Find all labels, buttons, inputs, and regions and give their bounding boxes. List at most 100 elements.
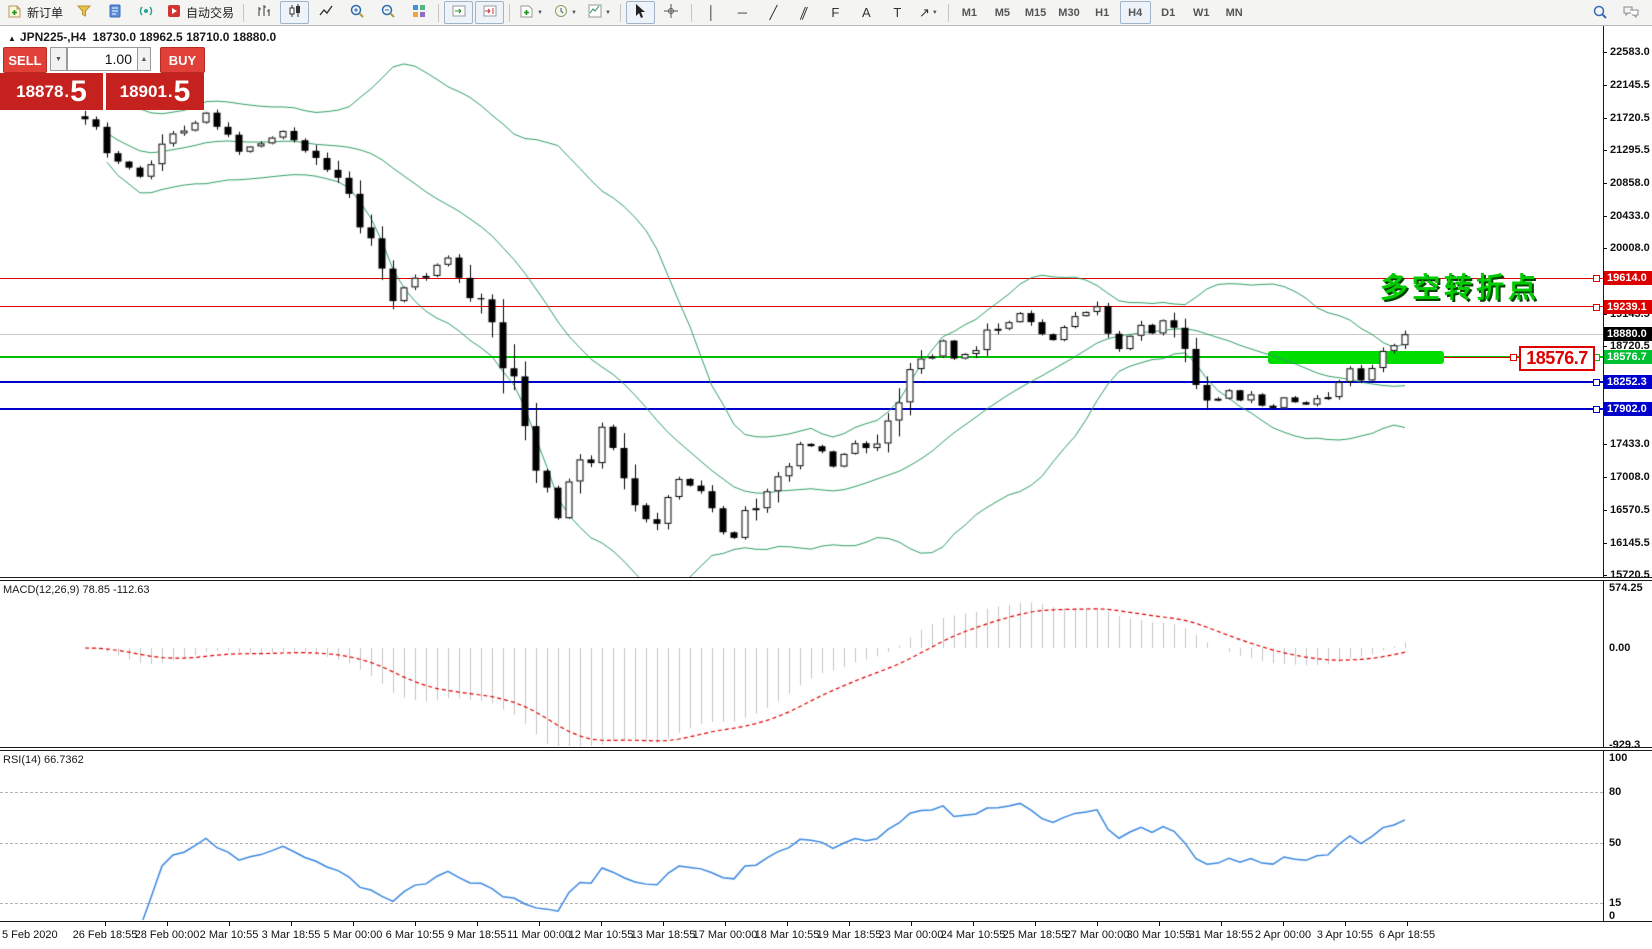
time-tick-label: 26 Feb 18:55 xyxy=(72,929,138,941)
periods-button[interactable]: ▼ xyxy=(549,1,581,24)
time-tick-mark xyxy=(415,922,416,926)
price-tick-label: 22583.0 xyxy=(1610,46,1650,58)
new-order-button[interactable]: 新订单 xyxy=(3,1,67,24)
text-label-button[interactable]: T xyxy=(883,1,912,24)
time-tick-mark xyxy=(601,922,602,926)
zoom-in-button[interactable] xyxy=(342,1,371,24)
time-tick-mark xyxy=(1407,922,1408,926)
volume-increase-button[interactable]: ▲ xyxy=(137,47,151,71)
time-tick-mark xyxy=(849,922,850,926)
sell-label: SELL xyxy=(8,52,42,68)
tile-windows-button[interactable] xyxy=(404,1,433,24)
trendline-icon: ╱ xyxy=(769,5,778,20)
auto-trading-button[interactable]: 自动交易 xyxy=(162,1,238,24)
hline-marker-resistance-19239[interactable] xyxy=(1593,304,1600,311)
price-tick-mark xyxy=(1603,477,1607,478)
funnel-button[interactable] xyxy=(69,1,98,24)
line-chart-button[interactable] xyxy=(311,1,340,24)
auto-scroll-button[interactable] xyxy=(444,1,474,24)
buy-price-panel[interactable]: 18901. 5 xyxy=(106,73,204,110)
sell-price-panel[interactable]: 18878. 5 xyxy=(0,73,103,110)
price-tick-mark xyxy=(1603,510,1607,511)
trendline-button[interactable]: ╱ xyxy=(759,1,788,24)
horizontal-line-button[interactable]: ─ xyxy=(728,1,757,24)
text-label-icon: T xyxy=(893,5,902,20)
hline-marker-support-17902[interactable] xyxy=(1593,406,1600,413)
toolbar: 新订单 自动交易 ▼ ▼ ▼ │ ─ ╱ ∥ F A T ↗ ▼ xyxy=(0,0,1652,26)
pane-separator-macd[interactable] xyxy=(0,577,1652,581)
horizontal-line-icon: ─ xyxy=(737,5,747,20)
price-tick-mark xyxy=(1603,346,1607,347)
auto-trading-icon xyxy=(166,3,182,22)
clock-icon xyxy=(553,3,569,22)
dropdown-caret-icon[interactable]: ▼ xyxy=(604,9,611,16)
timeframe-button-m5[interactable]: M5 xyxy=(994,6,1011,19)
candlestick-chart-button[interactable] xyxy=(280,1,310,24)
arrows-icon: ↗ xyxy=(918,5,930,20)
toolbar-separator xyxy=(243,3,245,22)
price-tick-mark xyxy=(1603,216,1607,217)
timeframe-button-m15[interactable]: M15 xyxy=(1024,6,1047,19)
templates-button[interactable]: ▼ xyxy=(583,1,615,24)
callout-marker[interactable] xyxy=(1510,354,1517,361)
timeframe-button-h1[interactable]: H1 xyxy=(1095,6,1110,19)
price-badge-18880.0: 18880.0 xyxy=(1604,327,1652,341)
sell-button[interactable]: SELL xyxy=(3,47,47,73)
spinner-up-icon: ▲ xyxy=(140,55,148,63)
time-tick-label: 17 Mar 00:00 xyxy=(692,929,758,941)
time-tick-label: 6 Apr 18:55 xyxy=(1378,929,1436,941)
price-tick-mark xyxy=(1603,575,1607,576)
zoom-out-button[interactable] xyxy=(373,1,402,24)
timeframe-button-mn[interactable]: MN xyxy=(1225,6,1243,19)
time-tick-label: 2 Mar 10:55 xyxy=(199,929,259,941)
report-button[interactable] xyxy=(100,1,129,24)
timeframe-button-w1[interactable]: W1 xyxy=(1192,6,1210,19)
bar-chart-button[interactable] xyxy=(249,1,278,24)
price-tick-mark xyxy=(1603,150,1607,151)
timeframe-button-m1[interactable]: M1 xyxy=(961,6,978,19)
price-tick-label: 16570.5 xyxy=(1610,504,1650,516)
new-order-label: 新订单 xyxy=(27,6,64,20)
dropdown-caret-icon[interactable]: ▼ xyxy=(537,9,543,16)
cursor-button[interactable] xyxy=(625,1,655,24)
chat-button[interactable] xyxy=(1616,2,1645,25)
text-button[interactable]: A xyxy=(852,1,881,24)
price-tick-mark xyxy=(1603,85,1607,86)
new-order-icon xyxy=(7,3,23,22)
dropdown-caret-icon[interactable]: ▼ xyxy=(570,9,577,16)
volume-input[interactable]: 1.00 xyxy=(67,47,138,71)
dropdown-caret-icon[interactable]: ▼ xyxy=(931,9,938,16)
crosshair-button[interactable] xyxy=(657,1,686,24)
tile-windows-icon xyxy=(411,3,427,22)
sell-price-decimal: . xyxy=(64,81,70,101)
buy-button[interactable]: BUY xyxy=(160,47,205,73)
chart-shift-button[interactable] xyxy=(475,1,505,24)
signal-button[interactable] xyxy=(131,1,160,24)
vertical-line-button[interactable]: │ xyxy=(697,1,726,24)
hline-marker-support-18252[interactable] xyxy=(1593,379,1600,386)
price-tick-label: 17008.0 xyxy=(1610,471,1650,483)
timeframe-button-d1[interactable]: D1 xyxy=(1161,6,1176,19)
arrows-button[interactable]: ↗ ▼ xyxy=(914,1,943,24)
channel-button[interactable]: ∥ xyxy=(790,1,819,24)
collapse-triangle-icon[interactable]: ▲ xyxy=(8,34,16,43)
time-tick-label: 3 Apr 10:55 xyxy=(1316,929,1374,941)
new-chart-button[interactable]: ▼ xyxy=(515,1,547,24)
timeframe-button-h4[interactable]: H4 xyxy=(1119,1,1151,24)
price-callout-label[interactable]: 18576.7 xyxy=(1519,346,1595,371)
price-tick-mark xyxy=(1603,314,1607,315)
time-tick-mark xyxy=(1097,922,1098,926)
volume-decrease-button[interactable]: ▼ xyxy=(50,47,67,71)
pane-separator-rsi[interactable] xyxy=(0,747,1652,751)
fibonacci-button[interactable]: F xyxy=(821,1,850,24)
search-button[interactable] xyxy=(1585,2,1614,25)
turning-point-annotation[interactable]: 多空转折点 xyxy=(1380,272,1541,303)
price-tick-mark xyxy=(1603,183,1607,184)
time-tick-mark xyxy=(1159,922,1160,926)
hline-marker-resistance-19614[interactable] xyxy=(1593,275,1600,282)
price-tick-label: 21295.5 xyxy=(1610,144,1650,156)
chat-icon xyxy=(1622,4,1640,23)
timeframe-button-m30[interactable]: M30 xyxy=(1058,6,1080,19)
